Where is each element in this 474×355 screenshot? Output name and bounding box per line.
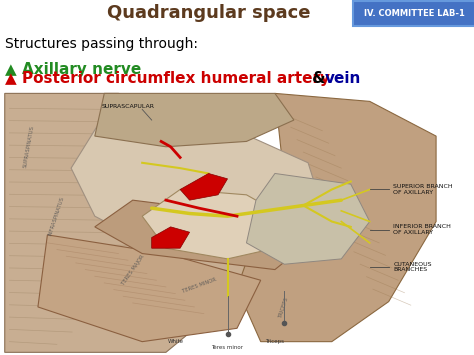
FancyBboxPatch shape <box>353 1 474 26</box>
Polygon shape <box>152 227 190 248</box>
Polygon shape <box>71 115 322 262</box>
Text: White: White <box>167 339 183 344</box>
Polygon shape <box>237 93 436 342</box>
Text: IV. COMMITTEE LAB-1: IV. COMMITTEE LAB-1 <box>364 9 465 18</box>
Text: SUPRASPINATUS: SUPRASPINATUS <box>22 125 35 168</box>
Text: Teres minor: Teres minor <box>211 345 244 350</box>
Text: &: & <box>307 71 331 86</box>
Text: INFRASPINATUS: INFRASPINATUS <box>48 196 65 236</box>
Polygon shape <box>95 93 294 147</box>
Text: vein: vein <box>325 71 362 86</box>
Text: SUPRASCAPULAR: SUPRASCAPULAR <box>101 104 155 109</box>
Text: CUTANEOUS
BRANCHES: CUTANEOUS BRANCHES <box>393 262 432 272</box>
Polygon shape <box>95 200 308 269</box>
Text: TERES MINOR: TERES MINOR <box>182 277 217 294</box>
Polygon shape <box>5 93 284 352</box>
Polygon shape <box>0 88 474 355</box>
Polygon shape <box>38 235 261 342</box>
Text: TERES MAJOR: TERES MAJOR <box>120 253 145 286</box>
Text: INFERIOR BRANCH
OF AXILLARY: INFERIOR BRANCH OF AXILLARY <box>393 224 451 235</box>
Text: ▲ Axillary nerve: ▲ Axillary nerve <box>5 62 141 77</box>
Text: TRICEPS: TRICEPS <box>279 296 290 318</box>
Text: Quadrangular space: Quadrangular space <box>107 4 310 22</box>
Text: ▲ Posterior circumflex humeral artery: ▲ Posterior circumflex humeral artery <box>5 71 330 86</box>
Polygon shape <box>180 174 228 200</box>
Text: SUPERIOR BRANCH
OF AXILLARY: SUPERIOR BRANCH OF AXILLARY <box>393 184 453 195</box>
Text: Structures passing through:: Structures passing through: <box>5 37 198 51</box>
Polygon shape <box>246 174 370 264</box>
Polygon shape <box>142 190 284 259</box>
Text: Triceps: Triceps <box>265 339 284 344</box>
